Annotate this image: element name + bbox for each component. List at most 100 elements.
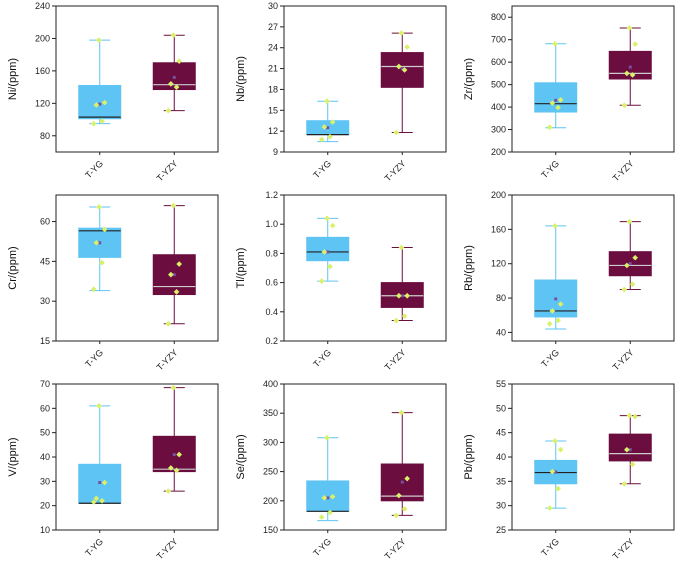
- data-point: [626, 218, 633, 225]
- category-label: T-YG: [311, 158, 333, 180]
- category-label: T-YG: [83, 158, 105, 180]
- y-tick-label: 21: [268, 64, 278, 74]
- data-point: [168, 81, 174, 87]
- chart-svg: 25 30 35 40 45 50 55 Pb/(ppm) T-YG T-YZY: [463, 379, 675, 561]
- plot-frame: [55, 194, 219, 342]
- category-label: T-YZY: [155, 536, 180, 561]
- box-iqr: [608, 50, 652, 80]
- data-point: [629, 461, 636, 468]
- y-tick-label: 300: [491, 125, 506, 135]
- plot-frame: [283, 383, 447, 531]
- mean-marker: [554, 98, 558, 102]
- y-tick-label: 50: [496, 403, 506, 413]
- data-point: [329, 222, 336, 229]
- data-point: [632, 41, 638, 48]
- data-point: [329, 119, 336, 125]
- data-point: [398, 244, 405, 251]
- box-t-yg: [534, 223, 578, 330]
- data-point: [165, 488, 172, 494]
- data-point: [173, 84, 180, 90]
- data-point: [90, 286, 97, 293]
- data-point: [168, 465, 174, 471]
- box-t-yzy: [152, 202, 196, 327]
- y-tick-label: 1.2: [265, 190, 278, 200]
- y-tick-label: 120: [491, 259, 506, 269]
- box-t-yzy: [380, 30, 424, 136]
- y-tick-label: 300: [263, 437, 278, 447]
- data-point: [393, 317, 400, 324]
- mean-marker: [628, 65, 632, 69]
- category-label: T-YZY: [383, 347, 408, 372]
- y-tick-label: 200: [491, 190, 506, 200]
- box-t-yzy: [608, 412, 652, 487]
- y-axis-label: Zr/(ppm): [463, 58, 475, 100]
- data-point: [632, 413, 638, 420]
- plot-frame: [511, 194, 675, 342]
- data-point: [170, 32, 177, 39]
- chart-svg: 9 12 15 18 21 24 27 30 Nb/(ppm) T-YG T-YZY: [235, 1, 447, 183]
- y-axis-label: Ni/(ppm): [7, 58, 19, 100]
- box-t-yg: [306, 434, 350, 522]
- category-label: T-YG: [539, 536, 561, 558]
- plot-frame: [283, 194, 447, 342]
- plot-frame: [55, 5, 219, 153]
- mean-marker: [554, 297, 558, 301]
- chart-svg: 10 20 30 40 50 60 70 V/(ppm) T-YG T-YZY: [7, 379, 219, 561]
- y-tick-label: 40: [496, 452, 506, 462]
- y-tick-label: 60: [40, 403, 50, 413]
- y-tick-label: 240: [35, 1, 50, 11]
- data-point: [99, 497, 105, 504]
- data-point: [404, 44, 410, 50]
- box-t-yg: [78, 403, 122, 505]
- y-tick-label: 1.0: [265, 219, 278, 229]
- category-label: T-YG: [311, 347, 333, 369]
- y-tick-label: 35: [496, 476, 506, 486]
- data-point: [99, 118, 105, 125]
- data-point: [398, 30, 405, 36]
- box-t-yg: [306, 98, 350, 143]
- y-tick-label: 10: [40, 525, 50, 535]
- mean-marker: [400, 480, 404, 484]
- chart-panel-5: 0.2 0.4 0.6 0.8 1.0 1.2 Tl/(ppm) T-YG T-YZY: [228, 189, 456, 378]
- y-axis-label: Se/(ppm): [235, 434, 247, 479]
- y-tick-label: 18: [268, 84, 278, 94]
- data-point: [96, 403, 102, 409]
- data-point: [555, 317, 561, 324]
- y-tick-label: 600: [491, 57, 506, 67]
- data-point: [101, 479, 108, 486]
- y-tick-label: 45: [496, 428, 506, 438]
- y-tick-label: 0.6: [265, 278, 278, 288]
- y-tick-label: 30: [268, 1, 278, 11]
- data-point: [546, 505, 553, 511]
- y-tick-label: 9: [273, 147, 278, 157]
- y-tick-label: 0.8: [265, 248, 278, 258]
- box-iqr: [608, 433, 652, 462]
- data-point: [621, 102, 628, 109]
- data-point: [546, 124, 553, 131]
- chart-panel-4: 15 30 45 60 Cr/(ppm) T-YG T-YZY: [0, 189, 228, 378]
- category-label: T-YZY: [611, 536, 636, 561]
- y-tick-label: 40: [40, 452, 50, 462]
- y-tick-label: 15: [268, 105, 278, 115]
- box-iqr: [78, 84, 122, 120]
- data-point: [93, 102, 100, 108]
- mean-marker: [98, 102, 102, 106]
- data-point: [170, 384, 177, 391]
- data-point: [401, 506, 408, 512]
- box-t-yg: [534, 40, 578, 131]
- data-point: [393, 129, 400, 136]
- data-point: [396, 292, 402, 299]
- box-iqr: [306, 236, 350, 262]
- data-point: [324, 434, 330, 441]
- y-tick-label: 50: [40, 428, 50, 438]
- data-point: [324, 98, 330, 105]
- mean-marker: [326, 126, 330, 130]
- chart-panel-3: 200 300 400 500 600 700 800 Zr/(ppm) T-YG T-YZY: [456, 0, 684, 189]
- mean-marker: [628, 448, 632, 452]
- data-point: [93, 495, 100, 502]
- plot-frame: [511, 5, 675, 153]
- plot-frame: [283, 5, 447, 153]
- y-tick-label: 80: [496, 293, 506, 303]
- category-label: T-YG: [539, 158, 561, 180]
- data-point: [549, 100, 556, 106]
